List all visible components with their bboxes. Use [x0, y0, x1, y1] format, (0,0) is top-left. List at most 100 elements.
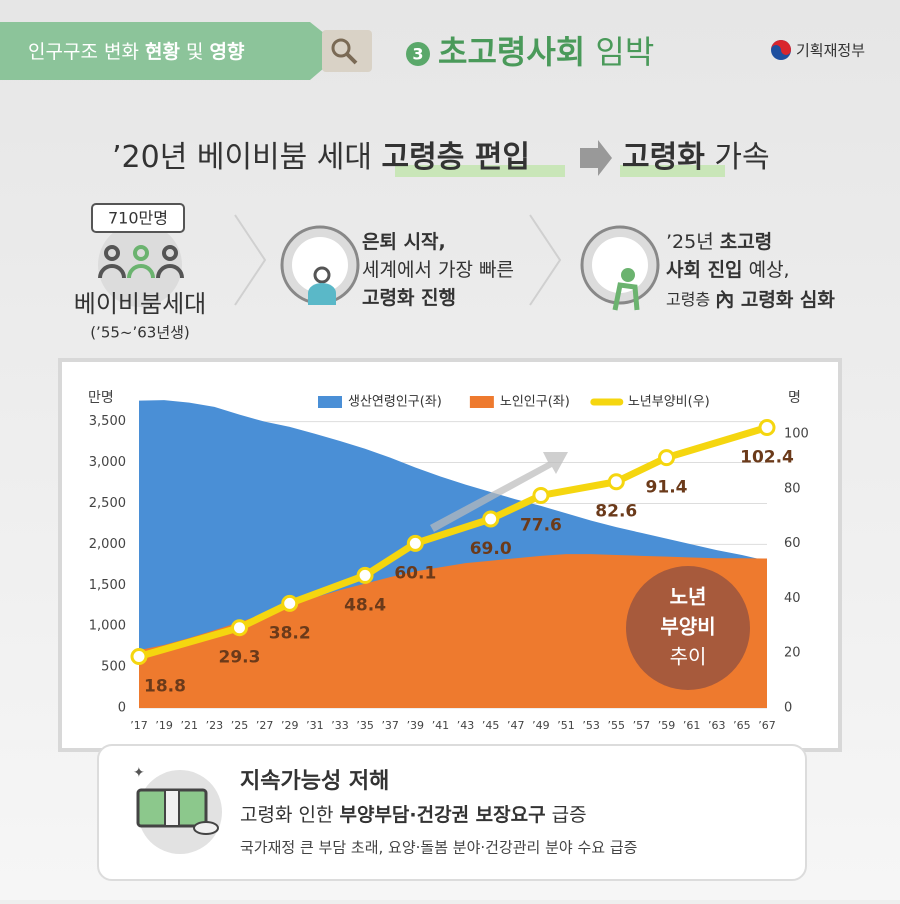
legend-label: 노년부양비(우) — [628, 395, 710, 410]
elder-icon — [612, 282, 640, 311]
x-tick-label: ’21 — [180, 719, 198, 732]
person-icon — [308, 283, 336, 305]
value-label: 60.1 — [394, 563, 436, 583]
step-line: ’25년 초고령 — [666, 231, 772, 253]
people-icon — [98, 245, 184, 279]
highlight — [620, 165, 725, 177]
badge: 710만명 — [108, 209, 168, 228]
clock-icon — [292, 237, 348, 293]
ministry: 기획재정부 — [796, 42, 865, 60]
search-icon — [345, 52, 358, 65]
y-tick-label: 3,500 — [89, 414, 126, 429]
area — [139, 554, 767, 708]
clock-icon — [592, 237, 648, 293]
footer-title: 지속가능성 저해 — [240, 769, 389, 794]
header-tab-text: 인구구조 변화 현황 및 영향 — [28, 40, 245, 63]
y2-tick-label: 80 — [784, 481, 801, 496]
step-line: 은퇴 시작, — [362, 231, 446, 253]
y2-tick-label: 60 — [784, 536, 801, 551]
legend-label: 노인인구(좌) — [500, 395, 570, 410]
y-tick-label: 3,000 — [89, 455, 126, 470]
value-label: 102.4 — [740, 448, 794, 468]
x-tick-label: ’19 — [155, 719, 173, 732]
point — [482, 510, 500, 528]
x-tick-label: ’31 — [306, 719, 324, 732]
value-label: 82.6 — [595, 502, 637, 522]
headline-right: 고령화 가속 — [622, 140, 770, 175]
value-label: 18.8 — [144, 677, 186, 697]
point — [281, 594, 299, 612]
text: 세계에서 가장 빠른 — [362, 259, 514, 281]
x-tick-label: ’29 — [281, 719, 299, 732]
x-tick-label: ’51 — [557, 719, 575, 732]
point — [532, 486, 550, 504]
step-line: 세계에서 가장 빠른 — [362, 259, 514, 281]
x-tick-label: ’59 — [658, 719, 676, 732]
footer-line: 국가재정 큰 부담 초래, 요양·돌봄 분야·건강관리 분야 수요 급증 — [240, 839, 637, 857]
section-number: 3 — [412, 45, 423, 64]
x-tick-label: ’35 — [356, 719, 374, 732]
point — [230, 619, 248, 637]
text: ’20년 베이비붐 세대 — [112, 140, 382, 175]
step-title: 베이비붐세대 — [74, 290, 206, 318]
x-tick-label: ’63 — [708, 719, 726, 732]
x-tick-label: ’37 — [381, 719, 399, 732]
x-tick-label: ’17 — [130, 719, 148, 732]
legend-label: 생산연령인구(좌) — [348, 395, 442, 410]
text: 고령층 편입 — [382, 140, 530, 175]
y-unit: 만명 — [88, 390, 114, 406]
legend-swatch — [469, 396, 494, 408]
arrow — [580, 140, 612, 176]
text: 고령화 — [622, 140, 705, 175]
text: 고령화 인한 — [240, 804, 339, 826]
point — [356, 566, 374, 584]
x-tick-label: ’49 — [532, 719, 550, 732]
legend-swatch — [318, 396, 342, 408]
x-tick-label: ’47 — [507, 719, 525, 732]
trend-arrow — [430, 452, 568, 532]
text: 內 고령화 심화 — [715, 289, 835, 311]
headline-left: ’20년 베이비붐 세대 고령층 편입 — [112, 140, 530, 175]
point — [758, 419, 776, 437]
text: ’25년 — [666, 231, 720, 253]
text: 고령층 — [666, 290, 715, 309]
x-tick-label: ’57 — [633, 719, 651, 732]
step-line: 고령화 진행 — [362, 287, 456, 309]
badge-circle — [626, 566, 750, 690]
text: 및 — [180, 41, 210, 63]
text: 사회 진입 — [666, 259, 743, 281]
person-icon — [313, 266, 331, 284]
y2-tick-label: 20 — [784, 646, 801, 661]
step-line: 사회 진입 예상, — [666, 259, 790, 281]
y-tick-label: 500 — [101, 660, 126, 675]
x-tick-label: ’39 — [407, 719, 425, 732]
y2-tick-label: 0 — [784, 701, 792, 716]
y-tick-label: 0 — [118, 701, 126, 716]
search-icon — [331, 38, 351, 58]
badge-text: 노년 — [670, 585, 707, 609]
x-tick-label: ’27 — [256, 719, 274, 732]
x-tick-label: ’25 — [231, 719, 249, 732]
logo — [771, 40, 791, 55]
line — [138, 424, 769, 660]
value-label: 69.0 — [470, 539, 512, 559]
value-label: 38.2 — [269, 623, 311, 643]
chart: 0 500 1,000 1,500 2,000 2,500 3,000 3,500 0 20 40 6… — [88, 390, 809, 732]
x-tick-label: ’65 — [733, 719, 751, 732]
coin-icon — [193, 821, 219, 835]
x-tick-label: ’23 — [206, 719, 224, 732]
step-note: (’55~’63년생) — [90, 324, 190, 342]
point — [607, 473, 625, 491]
value-label: 91.4 — [646, 478, 688, 498]
elder-icon — [621, 268, 635, 282]
y-tick-label: 2,000 — [89, 537, 126, 552]
header-tab — [0, 22, 345, 80]
badge-text: 추이 — [670, 645, 707, 669]
footer-box — [97, 744, 807, 881]
value-label: 48.4 — [344, 595, 386, 615]
point — [130, 648, 148, 666]
money-icon — [164, 789, 180, 827]
chevron — [234, 214, 267, 306]
text: 은퇴 시작, — [362, 231, 446, 253]
